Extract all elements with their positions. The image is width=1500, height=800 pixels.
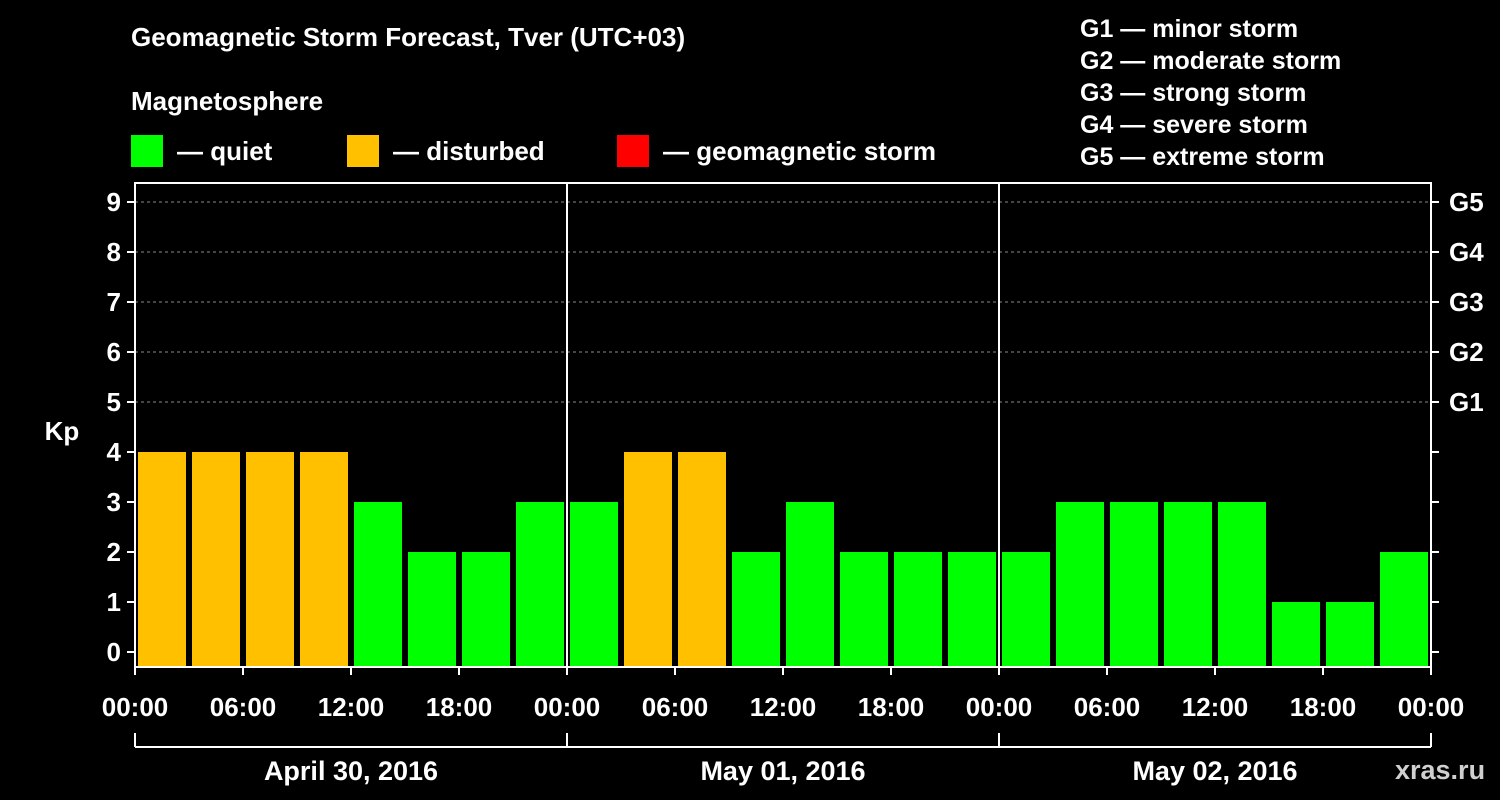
legend-disturbed: — disturbed: [347, 134, 545, 168]
x-tick-label: 18:00: [858, 692, 925, 722]
day-label: April 30, 2016: [264, 756, 438, 786]
legend-disturbed-label: — disturbed: [393, 135, 545, 166]
x-tick-label: 00:00: [1398, 692, 1465, 722]
x-tick-label: 00:00: [534, 692, 601, 722]
kp-bar: [1056, 502, 1104, 667]
kp-bar: [786, 502, 834, 667]
x-tick-label: 06:00: [642, 692, 709, 722]
x-tick-label: 00:00: [102, 692, 169, 722]
legend-storm: — geomagnetic storm: [617, 134, 936, 168]
legend-storm-label: — geomagnetic storm: [663, 135, 937, 166]
legend-disturbed-swatch: [347, 135, 379, 167]
kp-bar: [1218, 502, 1266, 667]
kp-bar: [516, 502, 564, 667]
x-tick-label: 06:00: [210, 692, 277, 722]
storm-scale-g3: G3 — strong storm: [1080, 79, 1307, 107]
g-scale-label: G3: [1449, 287, 1484, 317]
kp-bar: [1110, 502, 1158, 667]
legend-quiet: — quiet: [131, 134, 272, 168]
legend-quiet-swatch: [131, 135, 163, 167]
x-tick-label: 12:00: [750, 692, 817, 722]
kp-bar: [1164, 502, 1212, 667]
storm-scale-g5: G5 — extreme storm: [1080, 143, 1325, 171]
y-axis-label: Kp: [45, 416, 80, 446]
watermark: xras.ru: [1395, 755, 1486, 785]
y-tick-label: 3: [107, 487, 121, 517]
kp-bar: [624, 452, 672, 667]
x-tick-label: 18:00: [426, 692, 493, 722]
storm-scale-g1: G1 — minor storm: [1080, 15, 1299, 43]
kp-bar: [840, 552, 888, 667]
g-scale-label: G1: [1449, 387, 1484, 417]
legend-quiet-label: — quiet: [177, 135, 273, 166]
y-tick-label: 2: [107, 537, 121, 567]
x-tick-label: 12:00: [318, 692, 385, 722]
grid-layer: [135, 201, 1431, 403]
bar-layer: [138, 452, 1428, 667]
kp-bar: [192, 452, 240, 667]
kp-bar: [678, 452, 726, 667]
g-scale-label: G4: [1449, 237, 1484, 267]
kp-bar: [408, 552, 456, 667]
y-tick-label: 1: [107, 587, 121, 617]
y-tick-label: 7: [107, 287, 121, 317]
x-tick-label: 12:00: [1182, 692, 1249, 722]
kp-bar: [948, 552, 996, 667]
x-tick-label: 00:00: [966, 692, 1033, 722]
day-label: May 01, 2016: [700, 756, 865, 786]
kp-bar: [1002, 552, 1050, 667]
day-label: May 02, 2016: [1132, 756, 1297, 786]
kp-bar: [732, 552, 780, 667]
x-tick-label: 06:00: [1074, 692, 1141, 722]
axis-layer: 0 1 2 3 4 5 6 7 8 9 G1 G2 G3 G4 G5 00:00 06:00 12:00 18:00…: [102, 182, 1484, 786]
g-scale-label: G5: [1449, 187, 1484, 217]
kp-bar: [354, 502, 402, 667]
magnetosphere-label: Magnetosphere: [131, 86, 324, 116]
kp-bar: [1326, 602, 1374, 667]
kp-bar: [138, 452, 186, 667]
y-tick-label: 4: [107, 437, 122, 467]
chart-title: Geomagnetic Storm Forecast, Tver (UTC+03…: [131, 22, 686, 52]
kp-bar: [894, 552, 942, 667]
y-tick-label: 5: [107, 387, 121, 417]
kp-bar: [462, 552, 510, 667]
kp-bar: [246, 452, 294, 667]
y-tick-label: 8: [107, 237, 121, 267]
legend-storm-swatch: [617, 135, 649, 167]
y-tick-label: 9: [107, 187, 121, 217]
kp-bar: [300, 452, 348, 667]
y-tick-label: 0: [107, 637, 121, 667]
storm-scale-g4: G4 — severe storm: [1080, 111, 1308, 139]
y-tick-label: 6: [107, 337, 121, 367]
x-tick-label: 18:00: [1290, 692, 1357, 722]
kp-bar: [1380, 552, 1428, 667]
kp-bar: [1272, 602, 1320, 667]
storm-scale-g2: G2 — moderate storm: [1080, 47, 1342, 75]
g-scale-label: G2: [1449, 337, 1484, 367]
kp-bar: [570, 502, 618, 667]
